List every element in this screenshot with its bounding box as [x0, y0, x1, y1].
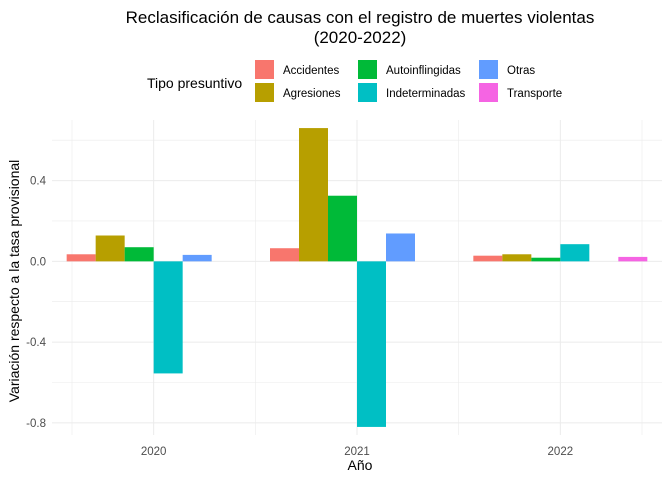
y-tick-label: 0.0 [30, 256, 46, 268]
bar-transporte-2022 [618, 256, 648, 262]
legend-label-autoinflingidas: Autoinflingidas [386, 65, 461, 77]
y-tick-label: 0.4 [30, 176, 47, 188]
legend-label-agresiones: Agresiones [283, 88, 341, 100]
bar-otras-2021 [386, 233, 415, 262]
legend-title: Tipo presuntivo [147, 75, 242, 91]
legend-swatch-otras [479, 60, 498, 79]
bar-agresiones-2021 [299, 128, 328, 262]
legend-swatch-accidentes [255, 60, 274, 79]
bar-indeterminadas-2020 [153, 261, 183, 374]
legend-label-accidentes: Accidentes [283, 65, 340, 77]
legend-label-indeterminadas: Indeterminadas [386, 88, 466, 100]
bars [66, 128, 648, 427]
y-axis-ticks: 0.4 0.0 -0.4 -0.8 [26, 176, 46, 430]
bar-accidentes-2020 [66, 254, 96, 262]
x-tick-label: 2020 [141, 446, 167, 458]
x-tick-label: 2021 [344, 446, 370, 458]
bar-autoinflingidas-2022 [531, 257, 561, 262]
legend-label-transporte: Transporte [507, 88, 562, 100]
bar-otras-2020 [182, 254, 212, 262]
bar-autoinflingidas-2021 [328, 195, 357, 262]
bar-indeterminadas-2021 [357, 261, 386, 427]
chart-title-line-2: (2020-2022) [314, 28, 407, 47]
x-tick-label: 2022 [548, 446, 574, 458]
x-axis-title: Año [348, 457, 373, 473]
legend-label-otras: Otras [507, 65, 535, 77]
x-axis-ticks: 2020 2021 2022 [141, 446, 573, 458]
y-axis-title: Variación respecto a la tasa provisional [6, 160, 22, 403]
chart-title-line-1: Reclasificación de causas con el registr… [126, 8, 595, 27]
bar-accidentes-2021 [270, 248, 299, 262]
y-tick-label: -0.4 [26, 337, 46, 349]
bar-agresiones-2022 [502, 254, 532, 262]
legend-swatch-indeterminadas [358, 83, 377, 102]
legend-swatch-transporte [479, 83, 498, 102]
bar-accidentes-2022 [473, 255, 503, 262]
legend-swatch-agresiones [255, 83, 274, 102]
y-tick-label: -0.8 [26, 418, 46, 430]
bar-indeterminadas-2022 [560, 244, 590, 262]
bar-agresiones-2020 [95, 235, 125, 262]
legend: Accidentes Agresiones Autoinflingidas Indet… [255, 60, 562, 102]
legend-swatch-autoinflingidas [358, 60, 377, 79]
bar-autoinflingidas-2020 [124, 247, 154, 262]
